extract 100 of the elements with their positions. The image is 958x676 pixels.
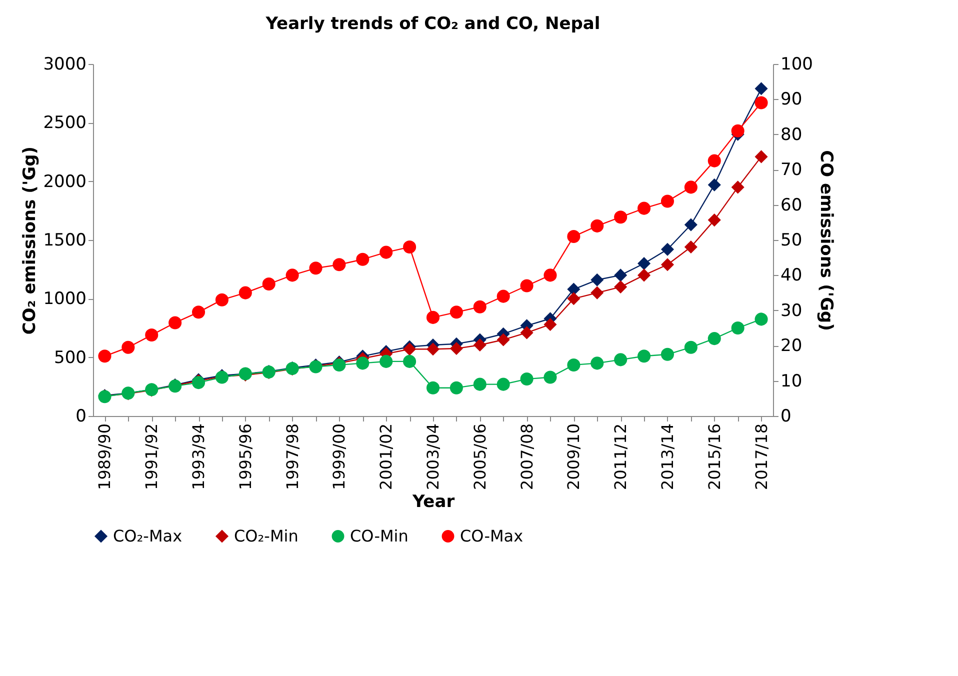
- point: [332, 258, 346, 272]
- legend-label: CO-Min: [350, 526, 408, 546]
- point: [426, 342, 440, 356]
- point: [98, 350, 112, 363]
- point: [590, 286, 604, 300]
- point: [403, 240, 416, 254]
- point: [754, 96, 768, 110]
- y2-axis-title: CO emissions ('Gg): [816, 150, 836, 331]
- point: [473, 338, 486, 352]
- point: [708, 214, 721, 227]
- point: [731, 180, 744, 194]
- y2-tick-label: 10: [780, 371, 802, 392]
- point: [192, 306, 206, 319]
- legend-label: CO₂-Max: [113, 526, 182, 546]
- point: [590, 273, 604, 286]
- point: [473, 378, 486, 391]
- y2-tick-label: 40: [780, 266, 802, 286]
- point: [426, 310, 440, 324]
- y-tick-label: 2000: [43, 172, 86, 192]
- point: [684, 218, 698, 232]
- point: [544, 268, 557, 282]
- point: [496, 290, 510, 303]
- point: [614, 210, 628, 224]
- point: [684, 240, 698, 254]
- point: [731, 124, 744, 138]
- point: [684, 180, 698, 194]
- point: [450, 306, 463, 319]
- point: [638, 350, 651, 363]
- point: [403, 354, 416, 368]
- x-tick-label: 1997/98: [282, 424, 302, 490]
- y-tick-label: 500: [54, 348, 86, 368]
- x-tick-label: 2005/06: [470, 424, 490, 490]
- point: [145, 328, 158, 342]
- y2-tick-label: 50: [780, 230, 802, 250]
- point: [614, 353, 628, 366]
- legend-label: CO-Max: [460, 526, 524, 546]
- x-tick-label: 2009/10: [564, 424, 584, 490]
- point: [638, 202, 651, 215]
- x-tick-label: 2007/08: [517, 424, 536, 490]
- point: [520, 326, 534, 340]
- x-tick-label: 2001/02: [376, 424, 396, 490]
- y-axis-title: CO₂ emissions ('Gg): [20, 146, 40, 335]
- y-tick-label: 3000: [43, 54, 86, 74]
- point: [708, 332, 721, 346]
- y2-tick-label: 80: [780, 124, 802, 145]
- point: [544, 318, 557, 331]
- point: [122, 340, 135, 354]
- x-tick-label: 2013/14: [658, 424, 677, 490]
- point: [660, 194, 674, 208]
- x-tick-label: 2015/16: [704, 424, 724, 490]
- point: [215, 293, 228, 306]
- point: [496, 378, 510, 391]
- x-tick-label: 1991/92: [142, 424, 162, 490]
- x-tick-label: 2011/12: [611, 424, 630, 490]
- y2-tick-label: 70: [780, 160, 802, 180]
- y-tick-label: 1000: [43, 289, 86, 310]
- point: [380, 246, 393, 259]
- point: [168, 316, 182, 330]
- x-tick-label: 2017/18: [752, 424, 771, 490]
- point: [638, 268, 651, 282]
- point: [660, 242, 674, 256]
- point: [567, 230, 580, 243]
- point: [238, 286, 252, 300]
- point: [450, 342, 463, 356]
- y2-tick-label: 20: [780, 336, 802, 356]
- x-tick-label: 1989/90: [95, 424, 114, 490]
- point: [286, 268, 299, 282]
- point: [380, 354, 393, 368]
- y-tick-label: 1500: [43, 230, 86, 250]
- x-tick-label: 2003/04: [424, 424, 442, 490]
- point: [660, 348, 674, 361]
- point: [660, 258, 674, 272]
- y2-tick-label: 30: [780, 300, 802, 321]
- point: [567, 292, 580, 306]
- point: [426, 381, 440, 394]
- point: [708, 178, 721, 192]
- y-tick-label: 0: [76, 406, 86, 426]
- point: [520, 279, 534, 292]
- legend-label: CO₂-Min: [234, 526, 298, 546]
- y-tick-label: 2500: [43, 113, 86, 134]
- point: [473, 300, 486, 314]
- point: [590, 356, 604, 370]
- point: [450, 381, 463, 394]
- point: [403, 342, 416, 356]
- point: [731, 321, 744, 335]
- point: [754, 82, 768, 96]
- y2-tick-label: 90: [780, 90, 802, 110]
- chart-title: Yearly trends of CO₂ and CO, Nepal: [264, 14, 600, 34]
- point: [684, 340, 698, 354]
- point: [567, 282, 580, 296]
- point: [356, 356, 370, 370]
- point: [496, 333, 510, 346]
- x-tick-label: 1993/94: [189, 424, 208, 490]
- y2-tick-label: 60: [780, 195, 802, 216]
- x-tick-label: 1999/00: [330, 424, 349, 490]
- y2-tick-label: 100: [780, 54, 813, 74]
- point: [567, 358, 580, 372]
- point: [520, 372, 534, 386]
- y2-tick-label: 0: [780, 406, 792, 426]
- point: [590, 219, 604, 232]
